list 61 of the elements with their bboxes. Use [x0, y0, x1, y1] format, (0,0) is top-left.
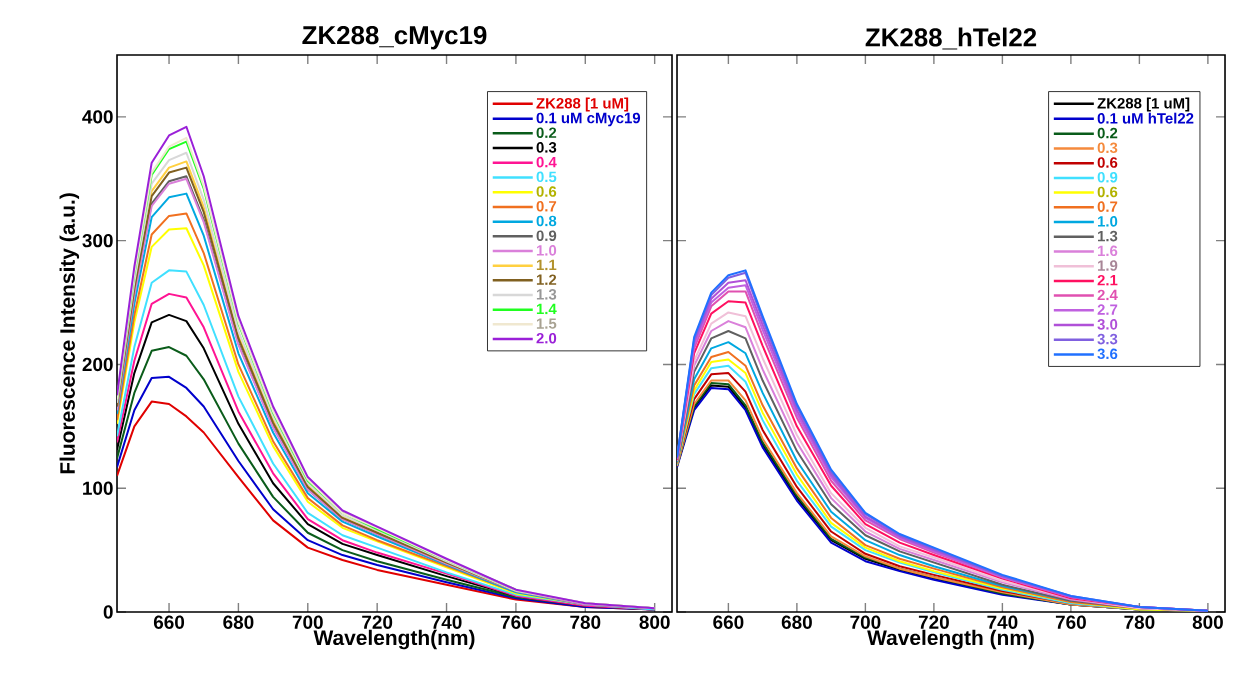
y-axis-title: Fluorescence Intensity (a.u.) [59, 193, 80, 474]
legend-label: 1.3 [536, 289, 557, 300]
legend-label: ZK288 [1 uM] [536, 97, 629, 112]
x-tick-label: 700 [850, 615, 881, 629]
legend-label: 0.7 [1097, 201, 1118, 212]
legend-label: 0.7 [536, 200, 557, 212]
x-tick-label: 740 [987, 615, 1018, 629]
legend-label: 0.1 uM hTel22 [1097, 112, 1194, 124]
legend-label: 1.4 [536, 303, 557, 315]
legend-label: 1.3 [1098, 230, 1118, 242]
legend-label: 0.2 [1097, 127, 1118, 139]
legend-label: 3.6 [1097, 348, 1118, 360]
legend-label: 0.4 [536, 156, 557, 168]
y-tick-label: 0 [103, 605, 113, 619]
legend-label: ZK288 [1 uM] [1097, 97, 1190, 112]
legend-label: 3.0 [1097, 319, 1118, 330]
x-tick-label: 700 [292, 615, 323, 629]
chart-title: ZK288_hTel22 [865, 27, 1037, 50]
legend-label: 1.2 [536, 274, 557, 285]
x-axis-title: Wavelength(nm) [313, 629, 475, 650]
legend-label: 1.6 [1098, 245, 1118, 257]
legend-label: 0.9 [1097, 171, 1118, 183]
x-tick-label: 660 [153, 615, 185, 629]
x-tick-label: 720 [918, 615, 949, 629]
legend-label: 2.4 [1097, 289, 1118, 301]
legend-label: 0.6 [1097, 186, 1118, 198]
legend-label: 1.1 [536, 259, 557, 271]
legend-label: 1.0 [536, 245, 557, 256]
chart-title: ZK288_cMyc19 [302, 26, 487, 50]
x-tick-label: 720 [362, 615, 393, 629]
legend-label: 2.1 [1097, 274, 1118, 286]
legend-label: 0.8 [536, 215, 557, 227]
x-tick-label: 760 [500, 615, 531, 629]
legend-label: 3.3 [1097, 333, 1118, 345]
x-tick-label: 760 [1055, 615, 1086, 629]
x-tick-label: 780 [1124, 615, 1155, 629]
legend-label: 2.7 [1097, 304, 1118, 315]
y-tick-label: 100 [83, 481, 113, 495]
x-tick-label: 740 [431, 615, 462, 629]
legend-label: 1.9 [1098, 260, 1118, 271]
x-tick-label: 780 [570, 615, 601, 629]
legend-label: 2.0 [536, 332, 557, 344]
legend-label: 0.1 uM cMyc19 [536, 112, 641, 127]
x-tick-label: 660 [713, 615, 744, 629]
x-tick-label: 680 [781, 615, 812, 629]
legend-label: 0.6 [1097, 157, 1118, 168]
x-tick-label: 800 [639, 615, 670, 629]
legend-label: 0.2 [536, 127, 557, 138]
legend-label: 0.3 [536, 142, 557, 153]
legend-label: 0.9 [536, 230, 557, 241]
legend-label: 0.6 [536, 186, 557, 197]
y-tick-label: 300 [82, 233, 113, 248]
y-tick-label: 200 [82, 357, 113, 372]
x-axis-title: Wavelength (nm) [867, 629, 1034, 650]
legend-label: 1.5 [536, 318, 557, 329]
x-tick-label: 680 [223, 615, 254, 629]
legend-label: 0.5 [536, 171, 557, 183]
y-tick-label: 400 [82, 110, 113, 124]
legend-label: 1.0 [1098, 216, 1118, 227]
x-tick-label: 800 [1192, 615, 1223, 629]
legend-label: 0.3 [1097, 142, 1118, 154]
